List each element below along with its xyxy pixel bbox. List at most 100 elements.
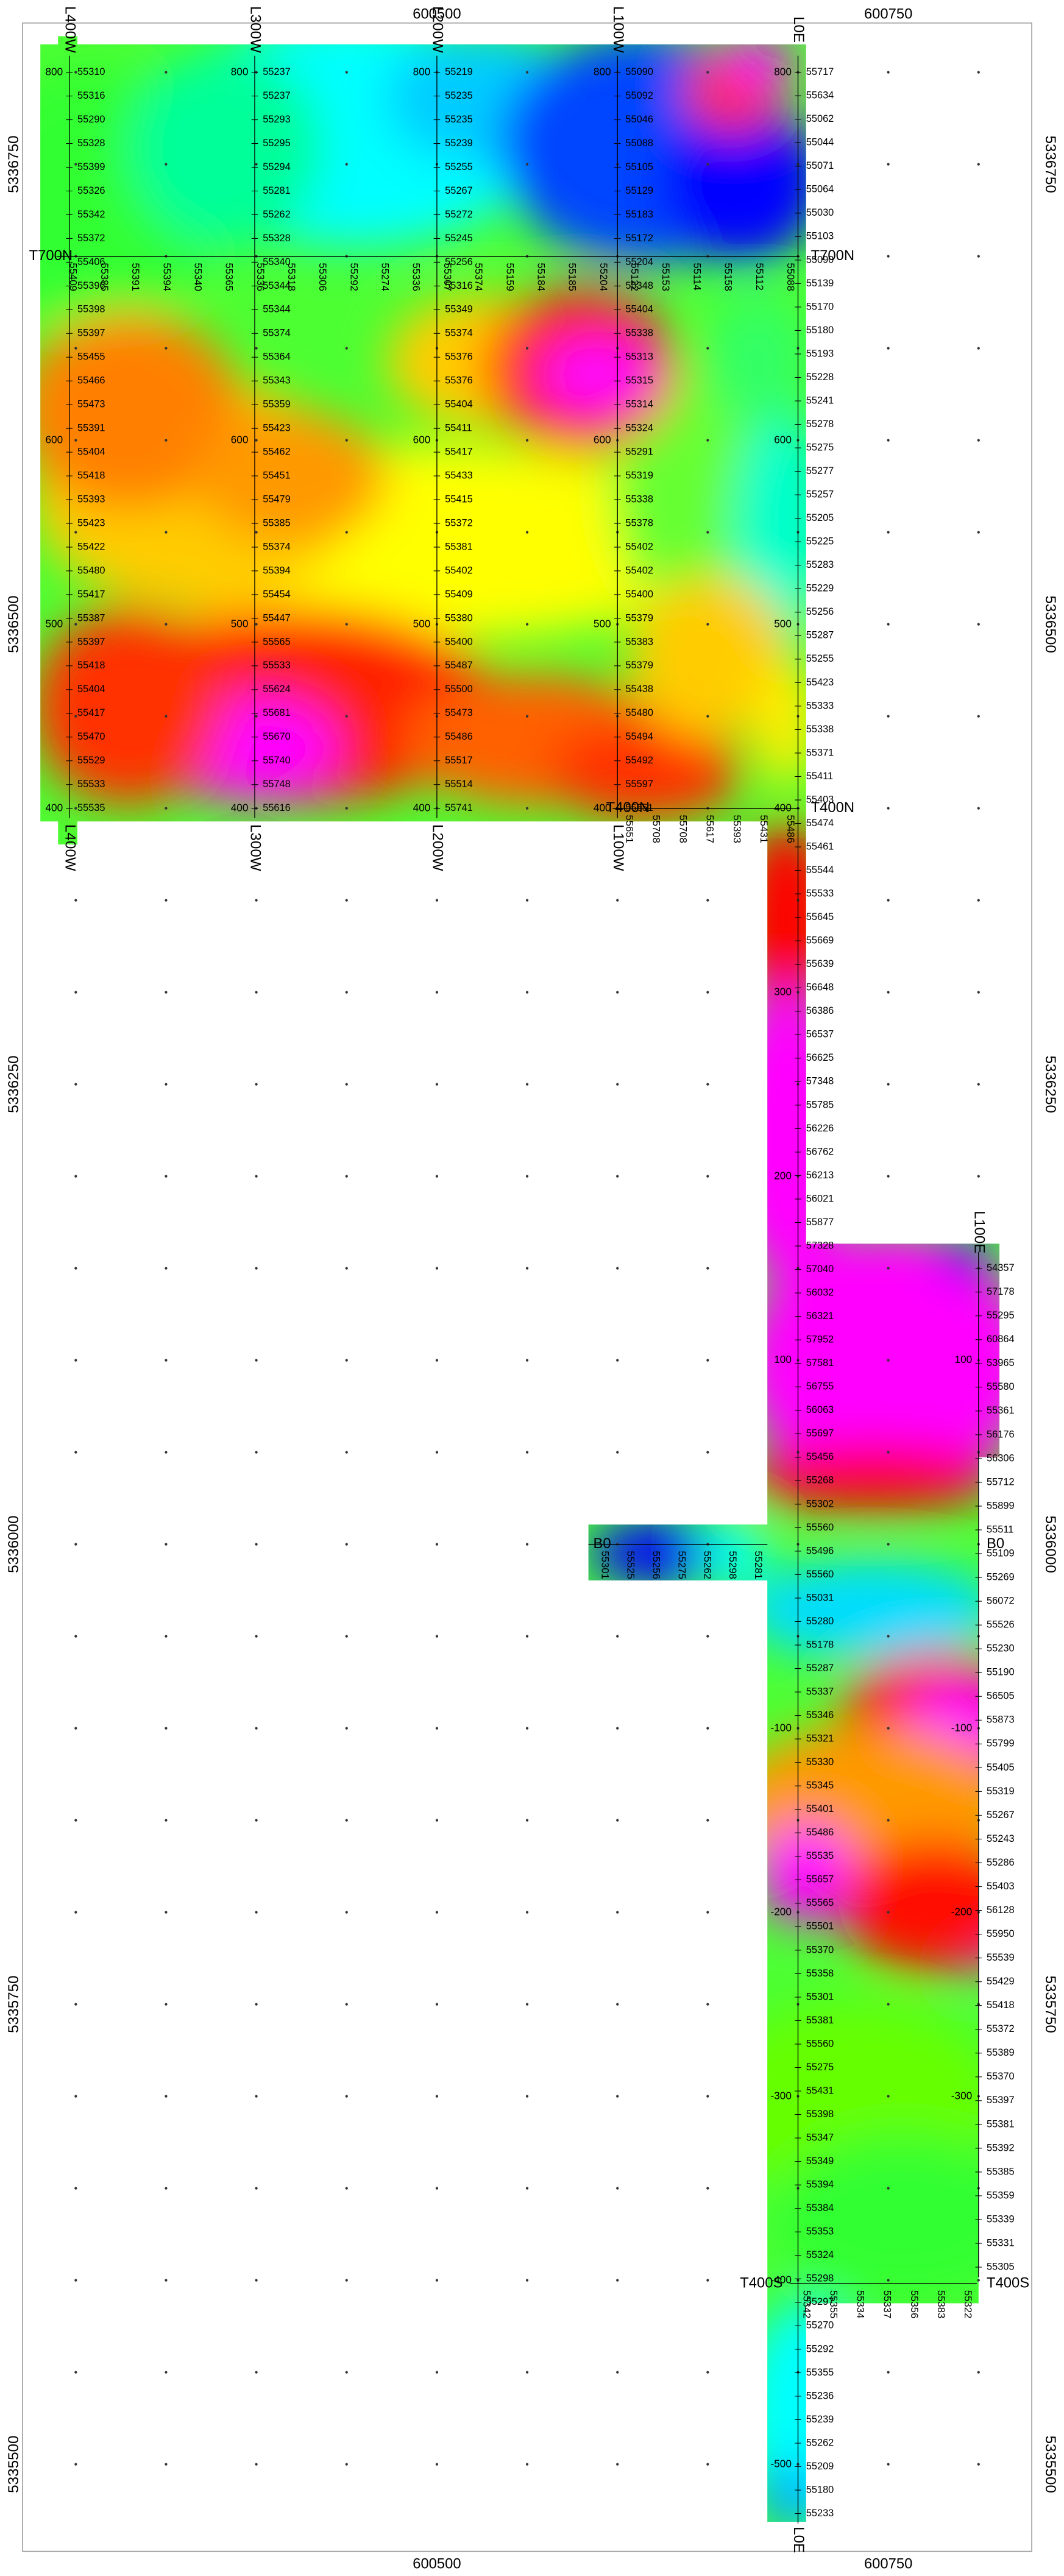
grid-dot bbox=[887, 2371, 890, 2373]
station-label: 300 bbox=[774, 985, 792, 997]
grid-dot bbox=[887, 2187, 890, 2189]
reading-label: 55511 bbox=[987, 1523, 1013, 1535]
reading-label: 55423 bbox=[806, 676, 834, 688]
station-label: 500 bbox=[774, 617, 792, 629]
field-blob bbox=[742, 1446, 999, 1512]
reading-label: 55500 bbox=[445, 683, 473, 695]
grid-dot bbox=[436, 1819, 438, 1821]
grid-dot bbox=[346, 2095, 348, 2097]
reading-label: 55899 bbox=[987, 1499, 1015, 1511]
reading-label: 55391 bbox=[77, 422, 105, 433]
reading-label: 55392 bbox=[987, 2142, 1015, 2153]
grid-dot bbox=[436, 1083, 438, 1085]
reading-label: 55470 bbox=[77, 731, 105, 742]
reading-label: 55269 bbox=[987, 1571, 1015, 1582]
reading-label: 55560 bbox=[806, 1568, 834, 1580]
reading-label: 55353 bbox=[806, 2225, 834, 2237]
tie-label: B0 bbox=[987, 1535, 1004, 1552]
reading-label: 55417 bbox=[77, 588, 105, 600]
page: {"axes":{"eastings":[600500,600750],"nor… bbox=[0, 0, 1064, 2576]
grid-dot bbox=[165, 531, 167, 533]
reading-label: 55418 bbox=[77, 469, 105, 481]
reading-label: 56625 bbox=[806, 1052, 834, 1063]
reading-label: 55262 bbox=[806, 2436, 834, 2448]
reading-label: 54357 bbox=[987, 1262, 1015, 1273]
reading-label: 55365 bbox=[224, 263, 235, 291]
grid-dot bbox=[887, 1727, 890, 1729]
reading-label: 55473 bbox=[445, 707, 473, 718]
grid-dot bbox=[436, 1727, 438, 1729]
reading-label: 55372 bbox=[77, 232, 105, 244]
grid-dot bbox=[346, 807, 348, 809]
reading-label: 56213 bbox=[806, 1169, 834, 1181]
grid-dot bbox=[887, 1543, 890, 1545]
reading-label: 55423 bbox=[263, 422, 291, 433]
reading-label: 56226 bbox=[806, 1122, 834, 1134]
reading-label: 55380 bbox=[445, 612, 473, 623]
reading-label: 55333 bbox=[806, 699, 834, 711]
reading-label: 55255 bbox=[445, 161, 473, 172]
grid-dot bbox=[526, 2095, 528, 2097]
grid-dot bbox=[616, 1635, 619, 1637]
reading-label: 55374 bbox=[263, 327, 291, 339]
reading-label: 55190 bbox=[987, 1666, 1015, 1677]
reading-label: 55031 bbox=[806, 1591, 834, 1603]
grid-dot bbox=[165, 991, 167, 993]
station-label: 500 bbox=[231, 617, 249, 629]
grid-dot bbox=[346, 991, 348, 993]
grid-dot bbox=[977, 439, 980, 441]
grid-dot bbox=[346, 2463, 348, 2465]
reading-label: 55374 bbox=[263, 540, 291, 552]
grid-dot bbox=[255, 2095, 258, 2097]
grid-dot bbox=[255, 1451, 258, 1453]
grid-dot bbox=[526, 2371, 528, 2373]
reading-label: 55262 bbox=[701, 1551, 713, 1579]
reading-label: 55301 bbox=[600, 1551, 611, 1579]
grid-dot bbox=[706, 1175, 709, 1177]
reading-label: 55411 bbox=[806, 770, 833, 782]
reading-label: 57581 bbox=[806, 1357, 834, 1368]
grid-dot bbox=[977, 899, 980, 901]
reading-label: 57348 bbox=[806, 1075, 834, 1087]
reading-label: 55411 bbox=[445, 422, 472, 433]
reading-label: 55241 bbox=[806, 394, 834, 406]
reading-label: 55372 bbox=[445, 517, 473, 528]
grid-dot bbox=[165, 163, 167, 165]
reading-label: 55355 bbox=[828, 2290, 840, 2318]
grid-dot bbox=[887, 1175, 890, 1177]
grid-dot bbox=[616, 1359, 619, 1361]
reading-label: 55456 bbox=[806, 1451, 834, 1462]
grid-dot bbox=[165, 2279, 167, 2281]
grid-dot bbox=[165, 1267, 167, 1269]
grid-dot bbox=[74, 2187, 77, 2189]
reading-label: 55565 bbox=[806, 1897, 834, 1908]
grid-dot bbox=[616, 2463, 619, 2465]
reading-label: 55158 bbox=[723, 263, 734, 291]
reading-label: 55349 bbox=[445, 303, 473, 315]
station-label: -300 bbox=[771, 2089, 792, 2101]
reading-label: 55681 bbox=[263, 707, 291, 718]
reading-label: 55237 bbox=[263, 90, 291, 101]
reading-label: 55305 bbox=[987, 2260, 1015, 2272]
grid-dot bbox=[165, 439, 167, 441]
grid-dot bbox=[887, 1359, 890, 1361]
reading-label: 55291 bbox=[625, 445, 653, 457]
reading-label: 55501 bbox=[806, 1920, 834, 1932]
grid-dot bbox=[165, 347, 167, 349]
reading-label: 56648 bbox=[806, 982, 834, 993]
reading-label: 55529 bbox=[77, 754, 105, 766]
reading-label: 55418 bbox=[77, 659, 105, 671]
grid-dot bbox=[74, 715, 77, 717]
grid-dot bbox=[977, 2371, 980, 2373]
reading-label: 55185 bbox=[567, 263, 578, 291]
reading-label: 55336 bbox=[255, 263, 266, 291]
grid-dot bbox=[526, 1911, 528, 1913]
reading-label: 55342 bbox=[801, 2290, 812, 2318]
grid-dot bbox=[346, 2187, 348, 2189]
grid-dot bbox=[74, 1819, 77, 1821]
station-label: 400 bbox=[774, 801, 792, 813]
reading-label: 55334 bbox=[855, 2290, 867, 2318]
grid-dot bbox=[346, 2279, 348, 2281]
grid-dot bbox=[255, 2371, 258, 2373]
grid-dot bbox=[887, 1083, 890, 1085]
